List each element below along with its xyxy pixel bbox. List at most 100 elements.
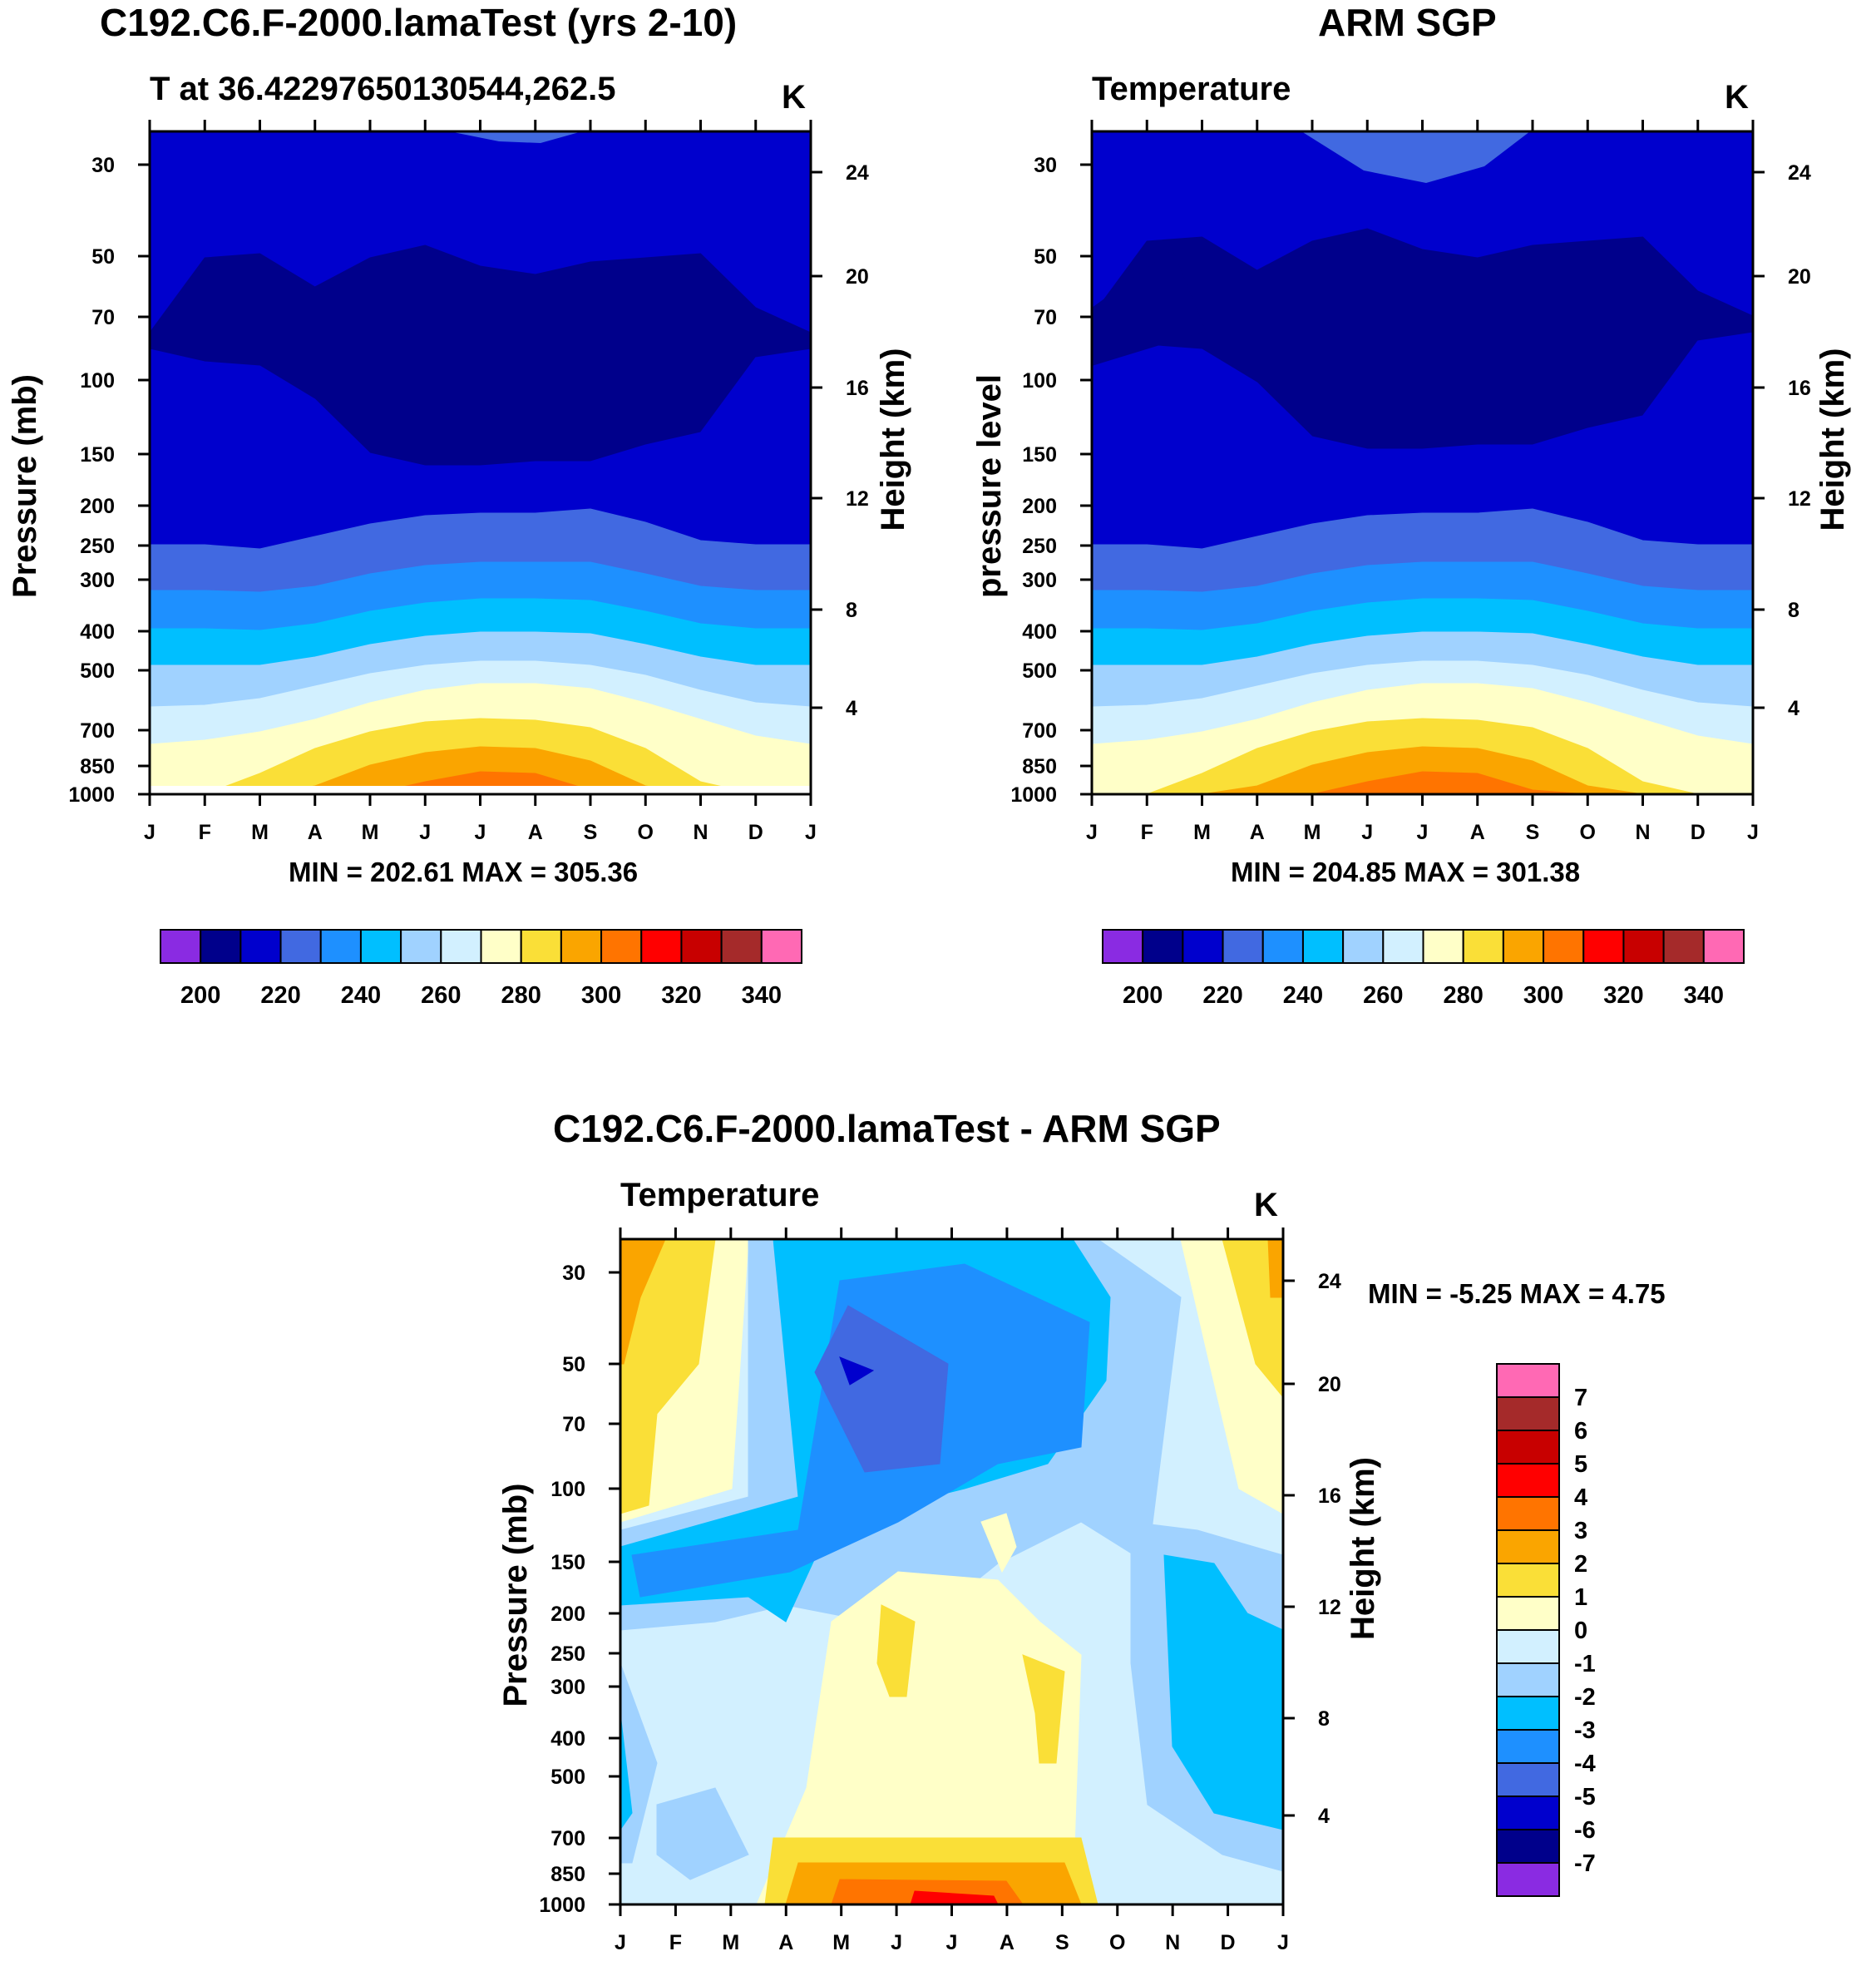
pressure-tick-label: 100	[1022, 369, 1057, 393]
contour-region	[876, 1604, 916, 1697]
height-tick-label: 16	[1318, 1484, 1341, 1508]
colorbar-swatch	[1662, 929, 1705, 964]
month-label: J	[419, 821, 431, 844]
surface-mask	[150, 786, 811, 794]
colorbar-label: 5	[1574, 1451, 1587, 1478]
contour-band	[1092, 771, 1753, 794]
y-axis-label: Pressure (mb)	[497, 1484, 534, 1707]
height-tick-label: 8	[1318, 1707, 1330, 1731]
colorbar-swatch	[600, 929, 643, 964]
colorbar-label: 280	[1443, 982, 1483, 1009]
pressure-tick-label: 200	[1022, 495, 1057, 518]
colorbar-swatch	[560, 929, 603, 964]
panel3-contours	[620, 1239, 1283, 1904]
month-label: A	[528, 821, 543, 844]
colorbar-label: 240	[341, 982, 381, 1009]
contour-region	[1222, 1239, 1283, 1398]
contour-region	[756, 1571, 1082, 1904]
height-tick-label: 12	[846, 487, 869, 511]
colorbar-label: 3	[1574, 1518, 1587, 1544]
colorbar-swatch	[1496, 1762, 1560, 1797]
pressure-tick-label: 30	[91, 154, 115, 177]
pressure-tick-label: 700	[550, 1827, 585, 1850]
panel1-units: K	[782, 79, 806, 116]
month-label: D	[1691, 821, 1706, 844]
contour-region	[620, 1239, 716, 1514]
pressure-tick-label: 70	[1034, 306, 1057, 329]
panel3-colorbar: 7 6 5 4 3 2 1 0 -1 -2 -3 -4 -5 -6 -7	[1496, 1363, 1596, 1897]
colorbar-swatch	[279, 929, 322, 964]
month-label: A	[778, 1931, 793, 1954]
colorbar-swatch	[1702, 929, 1745, 964]
panel2-left-label: Temperature	[1092, 71, 1291, 107]
month-label: J	[1361, 821, 1373, 844]
y2-axis-label: Height (km)	[1345, 1457, 1381, 1640]
colorbar-swatch	[1261, 929, 1304, 964]
month-label: M	[722, 1931, 739, 1954]
pressure-tick-label: 70	[91, 306, 115, 329]
pressure-tick-label: 1000	[1010, 783, 1057, 807]
y2-axis-label: Height (km)	[875, 348, 911, 531]
pressure-tick-label: 150	[1022, 443, 1057, 467]
contour-band	[150, 771, 811, 794]
month-label: O	[638, 821, 654, 844]
panel1-colorbar: 200 220 240 260 280 300 320 340	[160, 929, 802, 1009]
pressure-tick-label: 200	[80, 495, 115, 518]
colorbar-label: -7	[1574, 1850, 1596, 1877]
pressure-tick-label: 1000	[539, 1894, 585, 1917]
colorbar-swatch	[1462, 929, 1504, 964]
month-label: F	[1141, 821, 1153, 844]
height-tick-label: 12	[1318, 1596, 1341, 1619]
contour-band	[1092, 746, 1753, 794]
colorbar-swatch	[720, 929, 763, 964]
month-label: J	[805, 821, 817, 844]
panel3-minmax: MIN = -5.25 MAX = 4.75	[1368, 1278, 1666, 1309]
panel3-title: C192.C6.F-2000.lamaTest - ARM SGP	[553, 1107, 1221, 1150]
pressure-tick-label: 300	[550, 1676, 585, 1699]
colorbar-swatch	[1496, 1496, 1560, 1531]
pressure-tick-label: 200	[550, 1603, 585, 1626]
colorbar-swatch	[1496, 1696, 1560, 1731]
y2-axis-label: Height (km)	[1814, 348, 1851, 531]
month-label: A	[1000, 1931, 1015, 1954]
month-label: S	[1526, 821, 1540, 844]
pressure-tick-label: 150	[550, 1551, 585, 1574]
month-label: J	[1747, 821, 1759, 844]
month-label: M	[832, 1931, 850, 1954]
colorbar-swatch	[1496, 1862, 1560, 1897]
colorbar-swatch	[1496, 1430, 1560, 1465]
colorbar-label: -1	[1574, 1651, 1596, 1677]
colorbar-swatch	[1182, 929, 1224, 964]
month-label: J	[1417, 821, 1429, 844]
colorbar-label: 300	[1523, 982, 1563, 1009]
pressure-tick-label: 850	[1022, 755, 1057, 778]
pressure-tick-label: 50	[1034, 245, 1057, 269]
y-axis-label: pressure level	[971, 374, 1008, 598]
month-label: J	[946, 1931, 958, 1954]
pressure-tick-label: 400	[550, 1727, 585, 1751]
pressure-tick-label: 300	[1022, 569, 1057, 592]
colorbar-swatch	[1496, 1662, 1560, 1697]
colorbar-label: 340	[1684, 982, 1724, 1009]
colorbar-swatch	[1502, 929, 1545, 964]
month-label: F	[199, 821, 211, 844]
month-label: A	[308, 821, 323, 844]
month-label: S	[1055, 1931, 1069, 1954]
colorbar-label: 320	[661, 982, 701, 1009]
pressure-tick-label: 50	[91, 245, 115, 269]
colorbar-swatch	[239, 929, 282, 964]
panel2-colorbar: 200 220 240 260 280 300 320 340	[1102, 929, 1745, 1009]
contour-band	[1092, 249, 1206, 366]
pressure-tick-label: 100	[80, 369, 115, 393]
panel2-title: ARM SGP	[1318, 1, 1497, 44]
contour-region	[839, 1356, 875, 1386]
colorbar-label: 260	[421, 982, 461, 1009]
panel1-left-label: T at 36.42297650130544,262.5	[150, 71, 616, 107]
colorbar-label: 220	[1202, 982, 1242, 1009]
colorbar-swatch	[1496, 1396, 1560, 1431]
month-label: S	[584, 821, 598, 844]
colorbar-swatch	[640, 929, 683, 964]
pressure-tick-label: 50	[562, 1353, 585, 1376]
panel1-minmax: MIN = 202.61 MAX = 305.36	[289, 857, 639, 887]
month-label: N	[1635, 821, 1650, 844]
